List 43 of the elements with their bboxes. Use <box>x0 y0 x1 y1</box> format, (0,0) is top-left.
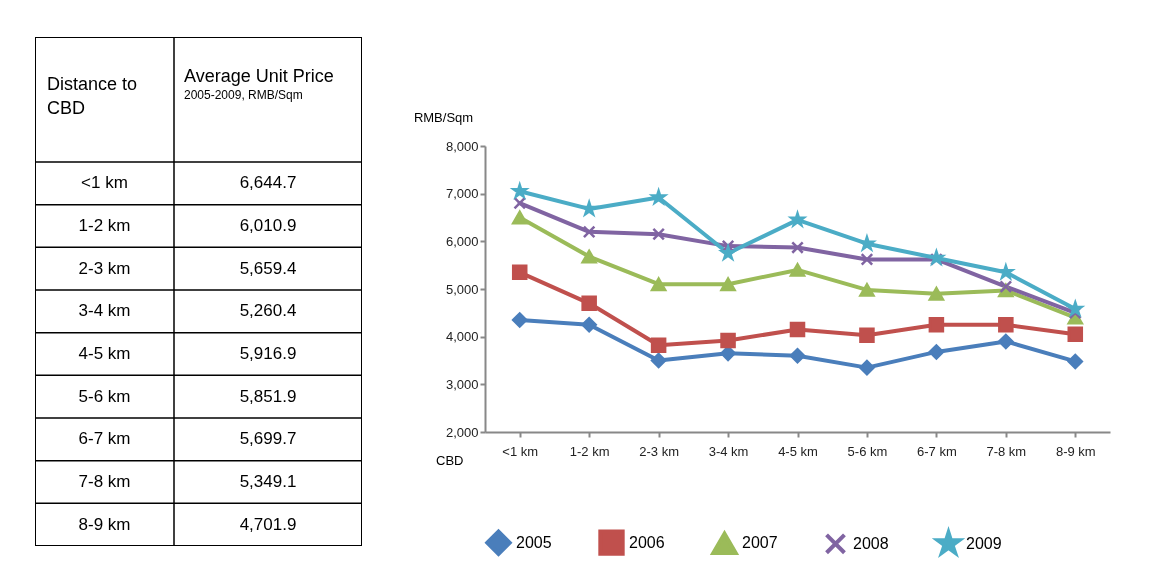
legend-label: 2006 <box>629 533 665 551</box>
data-label: 5,659.4 <box>239 258 297 278</box>
x-tick-label: 7-8 km <box>986 443 1027 459</box>
x-tick-label: 4-5 km <box>778 443 818 459</box>
text: 2005-2009, RMB/Sqm <box>184 88 303 102</box>
data-label: 6,644.7 <box>239 173 297 193</box>
x-tick-label: 6-7 km <box>917 443 957 459</box>
y-tick-label: 8,000 <box>445 138 479 154</box>
legend-label: 2005 <box>516 533 552 551</box>
y-tick-label: 4,000 <box>445 329 479 345</box>
category-label: 8-9 km <box>78 514 131 534</box>
x-tick-label: 5-6 km <box>847 443 888 459</box>
data-label: 4,701.9 <box>239 514 297 534</box>
data-label: 6,010.9 <box>239 216 297 235</box>
x-axis-title: CBD <box>436 452 464 468</box>
x-tick-label: <1 km <box>502 443 539 459</box>
x-tick-label: 8-9 km <box>1055 443 1096 459</box>
y-tick-label: 5,000 <box>445 281 479 297</box>
text: Distance to CBD <box>47 74 138 118</box>
y-tick-label: 7,000 <box>445 186 479 202</box>
category-label: 5-6 km <box>78 386 131 406</box>
category-label: <1 km <box>81 173 128 193</box>
category-label: 1-2 km <box>78 216 131 235</box>
data-label: 5,349.1 <box>239 472 297 491</box>
data-label: 5,260.4 <box>239 301 297 321</box>
data-label: 5,699.7 <box>239 429 297 449</box>
x-tick-label: 2-3 km <box>639 443 679 459</box>
x-tick-label: 3-4 km <box>708 443 749 459</box>
category-label: 3-4 km <box>78 301 131 321</box>
y-tick-label: 2,000 <box>445 424 479 440</box>
text: Average Unit Price <box>184 66 334 86</box>
category-label: 7-8 km <box>78 472 131 491</box>
legend-label: 2008 <box>853 534 889 552</box>
legend-label: 2009 <box>966 534 1002 552</box>
data-label: 5,851.9 <box>239 386 297 406</box>
y-tick-label: 3,000 <box>445 376 479 392</box>
y-tick-label: 6,000 <box>445 233 479 249</box>
legend-label: 2007 <box>742 534 778 552</box>
category-label: 4-5 km <box>78 344 131 363</box>
data-label: 5,916.9 <box>239 344 297 363</box>
x-tick-label: 1-2 km <box>569 443 610 459</box>
category-label: 2-3 km <box>78 258 131 278</box>
y-axis-title: RMB/Sqm <box>413 109 474 125</box>
